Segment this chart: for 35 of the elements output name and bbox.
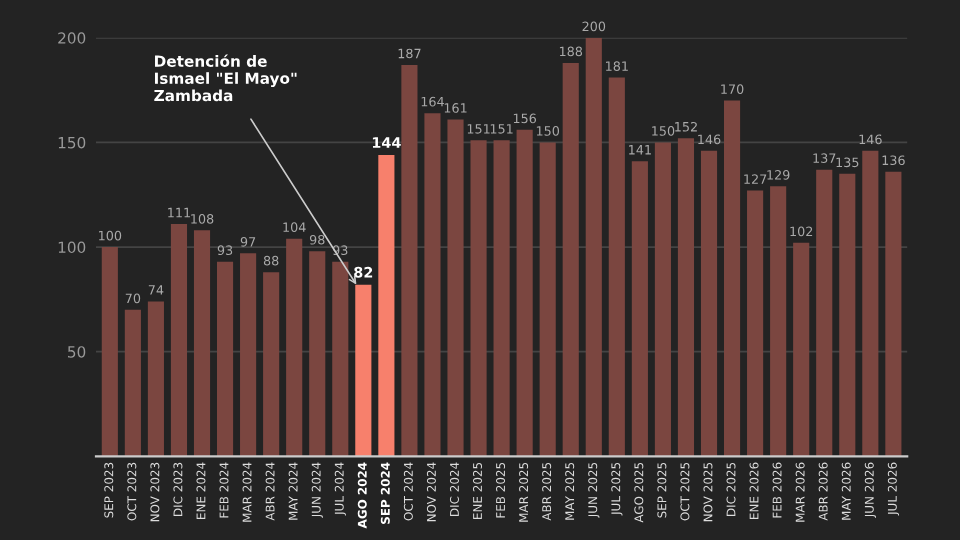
- bar: [631, 161, 648, 457]
- bar: [539, 142, 556, 457]
- bar: [309, 251, 326, 457]
- bar: [793, 242, 810, 457]
- bar: [193, 230, 211, 457]
- bar: [447, 119, 464, 457]
- bar: [124, 309, 141, 457]
- bar: [770, 186, 787, 457]
- bar: [654, 142, 671, 457]
- bar: [747, 190, 764, 457]
- bar: [700, 150, 718, 457]
- bar: [355, 284, 372, 457]
- bar: [424, 113, 441, 457]
- bar: [516, 129, 533, 457]
- bar: [170, 224, 188, 457]
- bar: [885, 171, 902, 457]
- bar: [332, 261, 349, 457]
- bar: [401, 65, 418, 457]
- bar: [723, 100, 741, 457]
- bar: [816, 169, 833, 457]
- bar: [216, 261, 234, 457]
- bar: [562, 62, 579, 457]
- bar: [470, 140, 487, 457]
- bar: [493, 140, 510, 457]
- bar: [862, 150, 879, 457]
- bar: [378, 154, 395, 457]
- bar: [286, 238, 303, 457]
- bar: [608, 77, 625, 457]
- bar: [263, 272, 280, 457]
- bar: [839, 173, 856, 457]
- bar: [240, 253, 257, 457]
- bar: [147, 301, 164, 457]
- bar: [585, 37, 602, 457]
- bar: [677, 138, 695, 457]
- bar: [101, 247, 118, 457]
